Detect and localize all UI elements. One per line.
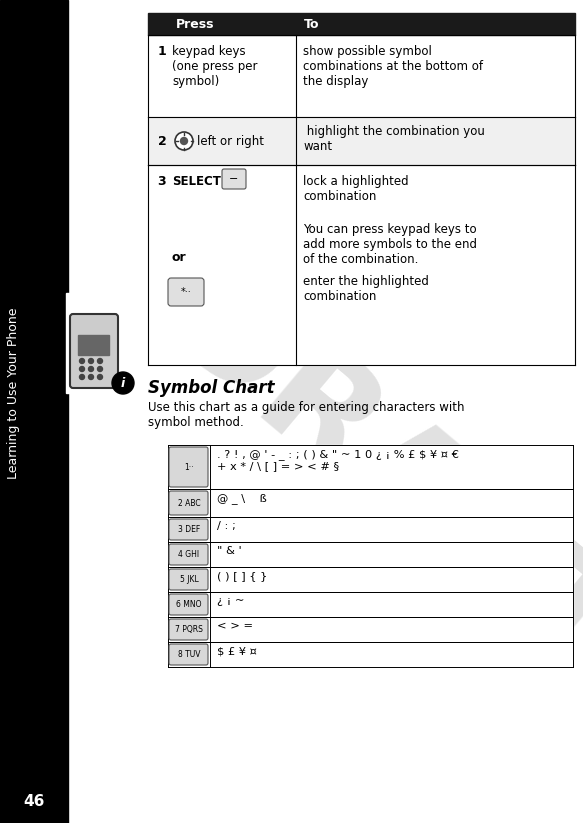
Text: To: To [304, 17, 319, 30]
Bar [148, 35, 575, 117]
Text: left or right: left or right [197, 134, 264, 147]
Bar [168, 592, 573, 617]
Circle shape [181, 137, 188, 145]
FancyBboxPatch shape [169, 594, 208, 615]
Text: 3: 3 [157, 175, 166, 188]
Bar [168, 542, 573, 567]
Text: −: − [229, 174, 238, 184]
FancyBboxPatch shape [169, 519, 208, 540]
Circle shape [79, 359, 85, 364]
Bar [168, 445, 573, 489]
FancyBboxPatch shape [222, 169, 246, 189]
FancyBboxPatch shape [169, 491, 208, 515]
FancyBboxPatch shape [168, 278, 204, 306]
Circle shape [89, 366, 93, 371]
Text: *··: *·· [181, 287, 191, 297]
Text: or: or [172, 250, 187, 263]
Text: $ £ ¥ ¤: $ £ ¥ ¤ [217, 646, 257, 656]
Text: 1: 1 [157, 45, 166, 58]
Text: show possible symbol
combinations at the bottom of
the display: show possible symbol combinations at the… [303, 45, 483, 88]
Bar [66, 293, 141, 393]
Text: " & ': " & ' [217, 546, 242, 556]
Bar [168, 642, 573, 667]
Circle shape [97, 366, 103, 371]
Text: i: i [121, 376, 125, 389]
Bar [148, 117, 575, 165]
Text: 2: 2 [157, 134, 166, 147]
Circle shape [97, 374, 103, 379]
Circle shape [112, 372, 134, 394]
Circle shape [79, 366, 85, 371]
Text: Symbol Chart: Symbol Chart [148, 379, 275, 397]
FancyBboxPatch shape [169, 544, 208, 565]
Circle shape [89, 359, 93, 364]
FancyBboxPatch shape [169, 569, 208, 590]
Text: 5 JKL: 5 JKL [180, 575, 198, 584]
Text: 46: 46 [23, 793, 45, 808]
Text: 8 TUV: 8 TUV [178, 650, 200, 659]
FancyBboxPatch shape [169, 644, 208, 665]
FancyBboxPatch shape [169, 447, 208, 487]
Text: @ _ \    ß: @ _ \ ß [217, 493, 267, 504]
Text: Use this chart as a guide for entering characters with
symbol method.: Use this chart as a guide for entering c… [148, 401, 465, 429]
Text: 6 MNO: 6 MNO [176, 600, 202, 609]
Text: 1··: 1·· [184, 463, 194, 472]
FancyBboxPatch shape [169, 619, 208, 640]
Text: ¿ ¡ ~: ¿ ¡ ~ [217, 596, 244, 606]
Text: / : ;: / : ; [217, 521, 236, 531]
Text: 2 ABC: 2 ABC [178, 499, 201, 508]
Circle shape [89, 374, 93, 379]
Text: SELECT: SELECT [172, 175, 221, 188]
Text: ( ) [ ] { }: ( ) [ ] { } [217, 571, 268, 581]
Bar [148, 13, 575, 35]
Bar [168, 489, 573, 517]
Text: You can press keypad keys to
add more symbols to the end
of the combination.: You can press keypad keys to add more sy… [303, 223, 477, 266]
Text: 3 DEF: 3 DEF [178, 525, 200, 534]
Text: enter the highlighted
combination: enter the highlighted combination [303, 275, 429, 303]
Text: lock a highlighted
combination: lock a highlighted combination [303, 175, 409, 203]
Bar [0, 0, 68, 823]
Text: . ? ! , @ ' - _ : ; ( ) & " ~ 1 0 ¿ ¡ % £ $ ¥ ¤ €
+ x * / \ [ ] = > < # §: . ? ! , @ ' - _ : ; ( ) & " ~ 1 0 ¿ ¡ % … [217, 449, 459, 472]
Text: < > =: < > = [217, 621, 253, 631]
Text: highlight the combination you
want: highlight the combination you want [303, 125, 485, 153]
FancyBboxPatch shape [70, 314, 118, 388]
Text: keypad keys
(one press per
symbol): keypad keys (one press per symbol) [172, 45, 258, 88]
Bar [168, 617, 573, 642]
Circle shape [79, 374, 85, 379]
Circle shape [97, 359, 103, 364]
Text: Press: Press [176, 17, 215, 30]
Bar [148, 165, 575, 365]
Bar [168, 517, 573, 542]
Text: 7 PQRS: 7 PQRS [175, 625, 203, 634]
Text: Learning to Use Your Phone: Learning to Use Your Phone [8, 307, 20, 479]
Circle shape [175, 132, 193, 150]
Text: DRAFT: DRAFT [136, 253, 583, 713]
Bar [78, 335, 109, 355]
Text: 4 GHI: 4 GHI [178, 550, 199, 559]
Bar [168, 567, 573, 592]
